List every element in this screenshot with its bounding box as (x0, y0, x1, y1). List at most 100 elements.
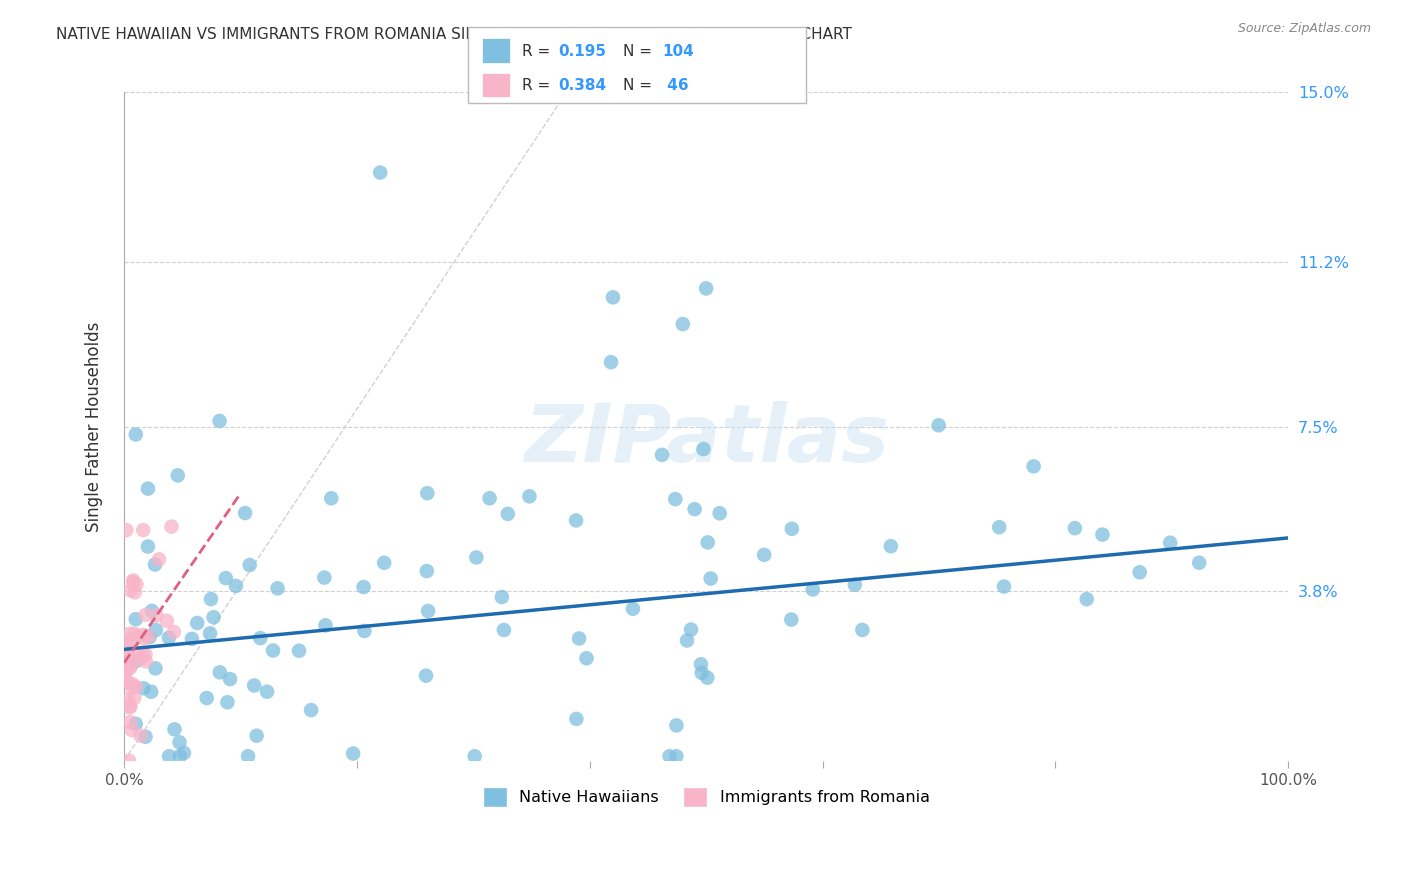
Legend: Native Hawaiians, Immigrants from Romania: Native Hawaiians, Immigrants from Romani… (477, 780, 936, 813)
Text: NATIVE HAWAIIAN VS IMMIGRANTS FROM ROMANIA SINGLE FATHER HOUSEHOLDS CORRELATION : NATIVE HAWAIIAN VS IMMIGRANTS FROM ROMAN… (56, 27, 852, 42)
Point (780, 613, 803, 627)
Point (519, 489, 541, 503)
Point (621, 601, 644, 615)
Point (169, 735, 191, 749)
Point (121, 681, 143, 695)
Point (169, 749, 191, 764)
Point (163, 723, 186, 737)
Point (208, 665, 231, 680)
Point (145, 608, 167, 623)
Point (1091, 527, 1114, 541)
Point (118, 700, 141, 714)
Point (124, 585, 146, 599)
Point (321, 491, 343, 506)
Point (125, 680, 148, 694)
Text: 0.384: 0.384 (558, 78, 606, 94)
Point (225, 579, 247, 593)
Point (478, 491, 501, 506)
Point (181, 632, 204, 646)
Text: Source: ZipAtlas.com: Source: ZipAtlas.com (1237, 22, 1371, 36)
Point (342, 747, 364, 761)
Point (676, 633, 699, 648)
Point (139, 684, 162, 698)
Point (124, 648, 146, 662)
Point (664, 492, 686, 507)
Point (136, 629, 159, 643)
Point (136, 540, 159, 554)
Point (136, 482, 159, 496)
Point (492, 623, 515, 637)
Point (132, 681, 155, 696)
Point (256, 684, 278, 698)
Point (988, 520, 1011, 534)
Point (1188, 556, 1211, 570)
Point (1129, 566, 1152, 580)
Point (415, 668, 437, 682)
Point (118, 675, 141, 690)
Point (880, 539, 903, 553)
Point (148, 552, 170, 566)
Text: ZIPatlas: ZIPatlas (523, 401, 889, 479)
Point (754, 548, 776, 562)
Point (122, 691, 145, 706)
Point (115, 523, 138, 537)
Point (202, 610, 225, 624)
Text: 104: 104 (662, 44, 695, 59)
Point (124, 627, 146, 641)
Point (568, 632, 591, 646)
Point (114, 664, 136, 678)
Point (117, 648, 139, 663)
Point (696, 535, 718, 549)
Point (246, 729, 269, 743)
Point (135, 654, 157, 668)
Point (465, 550, 488, 565)
Point (121, 635, 143, 649)
Point (127, 629, 149, 643)
Point (239, 558, 262, 572)
Point (117, 661, 139, 675)
Point (928, 418, 950, 433)
Point (416, 486, 439, 500)
Point (672, 317, 695, 331)
Point (114, 669, 136, 683)
Point (600, 355, 623, 369)
Point (780, 522, 803, 536)
Point (135, 607, 157, 622)
Point (198, 626, 221, 640)
Point (699, 572, 721, 586)
Point (353, 580, 375, 594)
Point (651, 448, 673, 462)
Point (132, 628, 155, 642)
Text: N =: N = (623, 44, 657, 59)
Point (129, 729, 152, 743)
Point (163, 624, 186, 639)
Point (658, 749, 681, 764)
Point (121, 723, 143, 737)
Point (125, 654, 148, 668)
Text: N =: N = (623, 78, 657, 94)
Point (219, 672, 242, 686)
Point (1022, 459, 1045, 474)
Point (993, 580, 1015, 594)
Point (373, 556, 395, 570)
Point (122, 574, 145, 588)
Point (217, 695, 239, 709)
Point (249, 631, 271, 645)
Point (156, 614, 179, 628)
Point (1076, 592, 1098, 607)
Text: R =: R = (522, 78, 555, 94)
Point (314, 618, 336, 632)
Point (157, 631, 180, 645)
Point (416, 604, 439, 618)
Point (1064, 521, 1087, 535)
Point (125, 716, 148, 731)
Point (709, 506, 731, 520)
Point (565, 513, 588, 527)
Point (690, 665, 713, 680)
Point (844, 578, 866, 592)
Point (696, 671, 718, 685)
Point (117, 633, 139, 648)
Point (215, 571, 238, 585)
Point (145, 623, 167, 637)
Point (353, 624, 375, 638)
